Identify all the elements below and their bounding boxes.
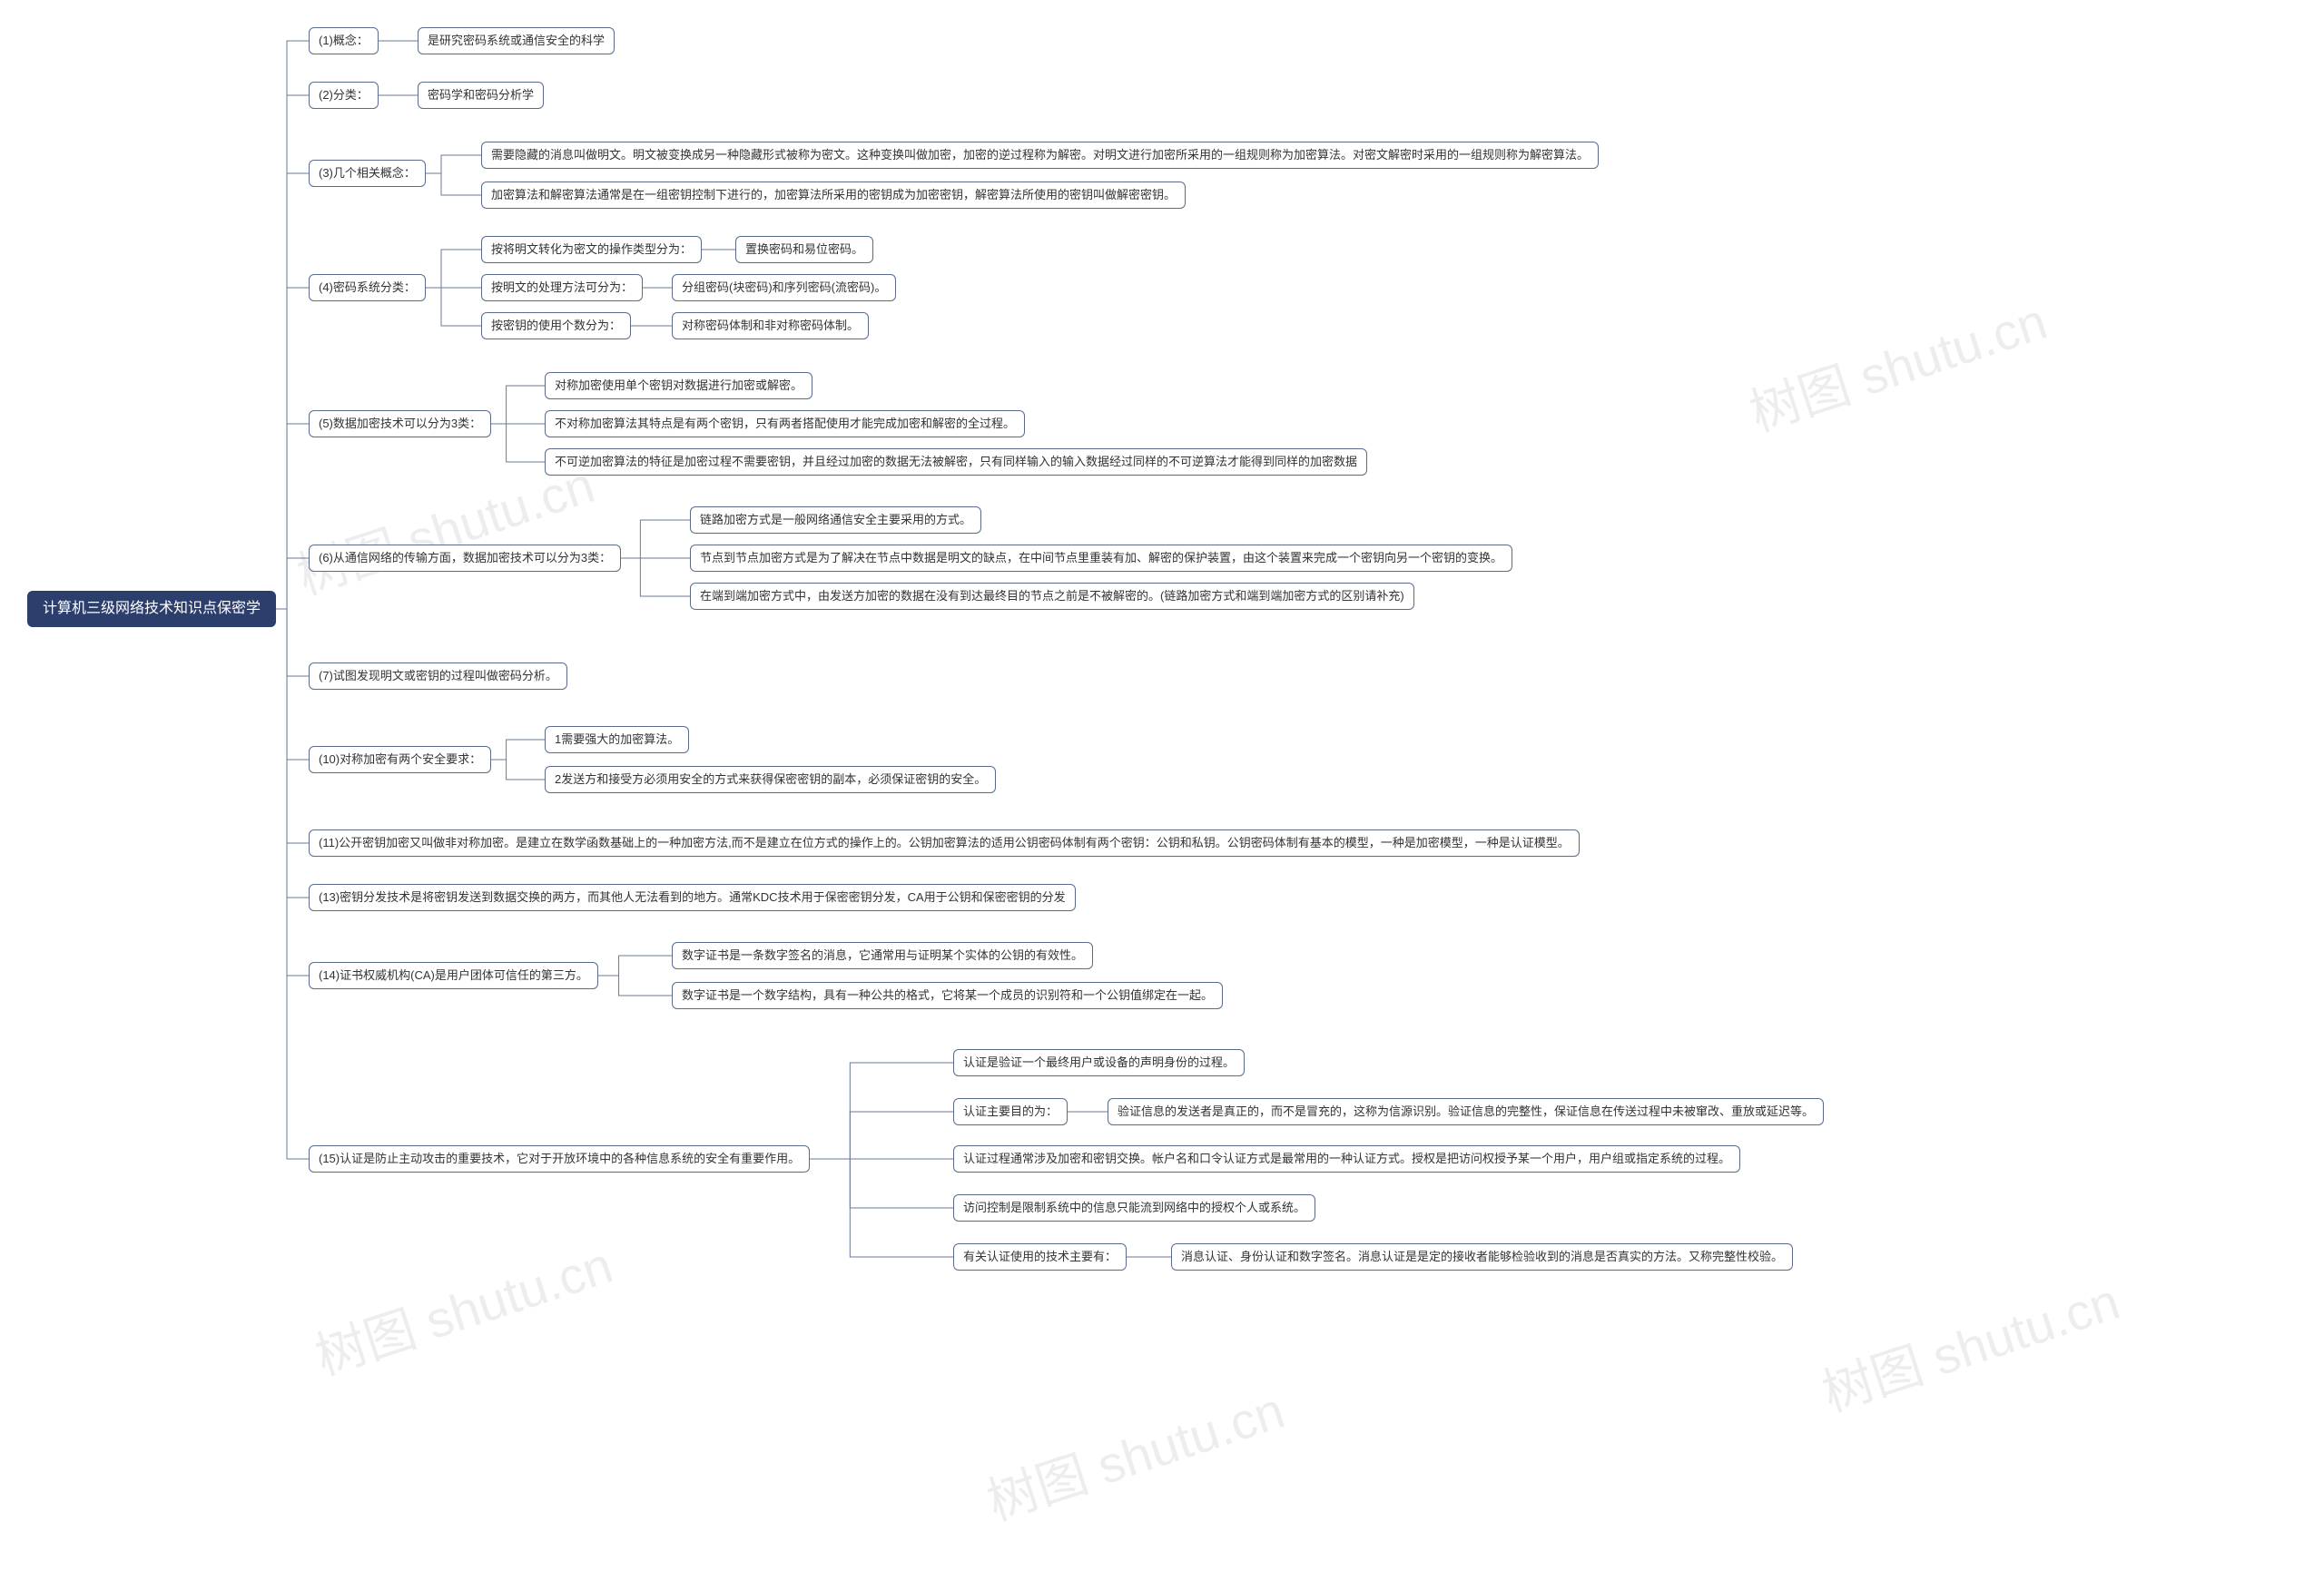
mindmap-node[interactable]: 2发送方和接受方必须用安全的方式来获得保密密钥的副本，必须保证密钥的安全。	[545, 766, 996, 793]
mindmap-node[interactable]: 消息认证、身份认证和数字签名。消息认证是是定的接收者能够检验收到的消息是否真实的…	[1171, 1243, 1793, 1271]
mindmap-node[interactable]: 访问控制是限制系统中的信息只能流到网络中的授权个人或系统。	[953, 1194, 1315, 1222]
mindmap-node[interactable]: 数字证书是一条数字签名的消息，它通常用与证明某个实体的公钥的有效性。	[672, 942, 1093, 969]
node-label: 是研究密码系统或通信安全的科学	[428, 34, 605, 47]
mindmap-node[interactable]: 需要隐藏的消息叫做明文。明文被变换成另一种隐藏形式被称为密文。这种变换叫做加密，…	[481, 142, 1599, 169]
node-label: 访问控制是限制系统中的信息只能流到网络中的授权个人或系统。	[963, 1201, 1305, 1214]
node-label: 不可逆加密算法的特征是加密过程不需要密钥，并且经过加密的数据无法被解密，只有同样…	[555, 455, 1357, 468]
mindmap-node[interactable]: 对称密码体制和非对称密码体制。	[672, 312, 869, 339]
mindmap-node[interactable]: 分组密码(块密码)和序列密码(流密码)。	[672, 274, 896, 301]
node-label: 按将明文转化为密文的操作类型分为：	[491, 242, 692, 256]
node-label: 加密算法和解密算法通常是在一组密钥控制下进行的，加密算法所采用的密钥成为加密密钥…	[491, 188, 1176, 201]
mindmap-node[interactable]: 验证信息的发送者是真正的，而不是冒充的，这称为信源识别。验证信息的完整性，保证信…	[1108, 1098, 1824, 1125]
node-label: 验证信息的发送者是真正的，而不是冒充的，这称为信源识别。验证信息的完整性，保证信…	[1118, 1104, 1814, 1118]
connector-layer	[0, 0, 2324, 1590]
node-label: 数字证书是一条数字签名的消息，它通常用与证明某个实体的公钥的有效性。	[682, 948, 1083, 962]
mindmap-node[interactable]: 链路加密方式是一般网络通信安全主要采用的方式。	[690, 506, 981, 534]
mindmap-node[interactable]: 密码学和密码分析学	[418, 82, 544, 109]
node-label: (2)分类：	[319, 88, 369, 102]
node-label: (13)密钥分发技术是将密钥发送到数据交换的两方，而其他人无法看到的地方。通常K…	[319, 890, 1066, 904]
node-label: 链路加密方式是一般网络通信安全主要采用的方式。	[700, 513, 971, 526]
mindmap-node[interactable]: 按明文的处理方法可分为：	[481, 274, 643, 301]
mindmap-node[interactable]: 1需要强大的加密算法。	[545, 726, 689, 753]
node-label: 认证过程通常涉及加密和密钥交换。帐户名和口令认证方式是最常用的一种认证方式。授权…	[963, 1152, 1730, 1165]
mindmap-node[interactable]: (6)从通信网络的传输方面，数据加密技术可以分为3类：	[309, 545, 621, 572]
mindmap-node[interactable]: (14)证书权威机构(CA)是用户团体可信任的第三方。	[309, 962, 598, 989]
node-label: 2发送方和接受方必须用安全的方式来获得保密密钥的副本，必须保证密钥的安全。	[555, 772, 986, 786]
mindmap-node[interactable]: 在端到端加密方式中，由发送方加密的数据在没有到达最终目的节点之前是不被解密的。(…	[690, 583, 1414, 610]
node-label: 消息认证、身份认证和数字签名。消息认证是是定的接收者能够检验收到的消息是否真实的…	[1181, 1250, 1783, 1263]
mindmap-root[interactable]: 计算机三级网络技术知识点保密学	[27, 591, 276, 627]
node-label: 置换密码和易位密码。	[745, 242, 863, 256]
node-label: (6)从通信网络的传输方面，数据加密技术可以分为3类：	[319, 551, 611, 564]
node-label: 数字证书是一个数字结构，具有一种公共的格式，它将某一个成员的识别符和一个公钥值绑…	[682, 988, 1213, 1002]
mindmap-node[interactable]: (10)对称加密有两个安全要求：	[309, 746, 491, 773]
root-label: 计算机三级网络技术知识点保密学	[43, 601, 261, 616]
node-label: (7)试图发现明文或密钥的过程叫做密码分析。	[319, 669, 557, 682]
mindmap-node[interactable]: 按将明文转化为密文的操作类型分为：	[481, 236, 702, 263]
mindmap-node[interactable]: (13)密钥分发技术是将密钥发送到数据交换的两方，而其他人无法看到的地方。通常K…	[309, 884, 1076, 911]
mindmap-node[interactable]: (4)密码系统分类：	[309, 274, 426, 301]
node-label: 不对称加密算法其特点是有两个密钥，只有两者搭配使用才能完成加密和解密的全过程。	[555, 417, 1015, 430]
node-label: 节点到节点加密方式是为了解决在节点中数据是明文的缺点，在中间节点里重装有加、解密…	[700, 551, 1502, 564]
watermark: 树图 shutu.cn	[305, 1225, 621, 1390]
mindmap-node[interactable]: 认证过程通常涉及加密和密钥交换。帐户名和口令认证方式是最常用的一种认证方式。授权…	[953, 1145, 1740, 1173]
node-label: 有关认证使用的技术主要有：	[963, 1250, 1117, 1263]
mindmap-node[interactable]: 是研究密码系统或通信安全的科学	[418, 27, 615, 54]
node-label: (11)公开密钥加密又叫做非对称加密。是建立在数学函数基础上的一种加密方法,而不…	[319, 836, 1570, 849]
node-label: (5)数据加密技术可以分为3类：	[319, 417, 481, 430]
node-label: (4)密码系统分类：	[319, 280, 416, 294]
node-label: 认证主要目的为：	[963, 1104, 1058, 1118]
node-label: 按密钥的使用个数分为：	[491, 319, 621, 332]
mindmap-node[interactable]: 认证主要目的为：	[953, 1098, 1068, 1125]
mindmap-node[interactable]: (3)几个相关概念：	[309, 160, 426, 187]
node-label: 对称加密使用单个密钥对数据进行加密或解密。	[555, 378, 803, 392]
node-label: 按明文的处理方法可分为：	[491, 280, 633, 294]
mindmap-node[interactable]: 节点到节点加密方式是为了解决在节点中数据是明文的缺点，在中间节点里重装有加、解密…	[690, 545, 1512, 572]
mindmap-node[interactable]: (2)分类：	[309, 82, 379, 109]
watermark: 树图 shutu.cn	[977, 1370, 1293, 1536]
mindmap-node[interactable]: 置换密码和易位密码。	[735, 236, 873, 263]
mindmap-node[interactable]: 按密钥的使用个数分为：	[481, 312, 631, 339]
mindmap-node[interactable]: 认证是验证一个最终用户或设备的声明身份的过程。	[953, 1049, 1245, 1076]
node-label: 分组密码(块密码)和序列密码(流密码)。	[682, 280, 886, 294]
mindmap-node[interactable]: (11)公开密钥加密又叫做非对称加密。是建立在数学函数基础上的一种加密方法,而不…	[309, 829, 1580, 857]
node-label: (10)对称加密有两个安全要求：	[319, 752, 481, 766]
node-label: 需要隐藏的消息叫做明文。明文被变换成另一种隐藏形式被称为密文。这种变换叫做加密，…	[491, 148, 1589, 162]
mindmap-node[interactable]: 不对称加密算法其特点是有两个密钥，只有两者搭配使用才能完成加密和解密的全过程。	[545, 410, 1025, 437]
mindmap-node[interactable]: 加密算法和解密算法通常是在一组密钥控制下进行的，加密算法所采用的密钥成为加密密钥…	[481, 182, 1186, 209]
mindmap-node[interactable]: (15)认证是防止主动攻击的重要技术，它对于开放环境中的各种信息系统的安全有重要…	[309, 1145, 810, 1173]
node-label: (14)证书权威机构(CA)是用户团体可信任的第三方。	[319, 968, 588, 982]
node-label: (3)几个相关概念：	[319, 166, 416, 180]
node-label: (15)认证是防止主动攻击的重要技术，它对于开放环境中的各种信息系统的安全有重要…	[319, 1152, 800, 1165]
mindmap-node[interactable]: (7)试图发现明文或密钥的过程叫做密码分析。	[309, 662, 567, 690]
mindmap-node[interactable]: (5)数据加密技术可以分为3类：	[309, 410, 491, 437]
node-label: (1)概念：	[319, 34, 369, 47]
mindmap-node[interactable]: 数字证书是一个数字结构，具有一种公共的格式，它将某一个成员的识别符和一个公钥值绑…	[672, 982, 1223, 1009]
node-label: 对称密码体制和非对称密码体制。	[682, 319, 859, 332]
mindmap-node[interactable]: 不可逆加密算法的特征是加密过程不需要密钥，并且经过加密的数据无法被解密，只有同样…	[545, 448, 1367, 476]
watermark: 树图 shutu.cn	[1812, 1261, 2128, 1427]
mindmap-canvas: 树图 shutu.cn 树图 shutu.cn 树图 shutu.cn 树图 shut…	[0, 0, 2324, 1590]
node-label: 密码学和密码分析学	[428, 88, 534, 102]
node-label: 认证是验证一个最终用户或设备的声明身份的过程。	[963, 1055, 1235, 1069]
node-label: 1需要强大的加密算法。	[555, 732, 679, 746]
mindmap-node[interactable]: (1)概念：	[309, 27, 379, 54]
mindmap-node[interactable]: 对称加密使用单个密钥对数据进行加密或解密。	[545, 372, 812, 399]
watermark: 树图 shutu.cn	[1739, 281, 2055, 447]
mindmap-node[interactable]: 有关认证使用的技术主要有：	[953, 1243, 1127, 1271]
node-label: 在端到端加密方式中，由发送方加密的数据在没有到达最终目的节点之前是不被解密的。(…	[700, 589, 1404, 603]
